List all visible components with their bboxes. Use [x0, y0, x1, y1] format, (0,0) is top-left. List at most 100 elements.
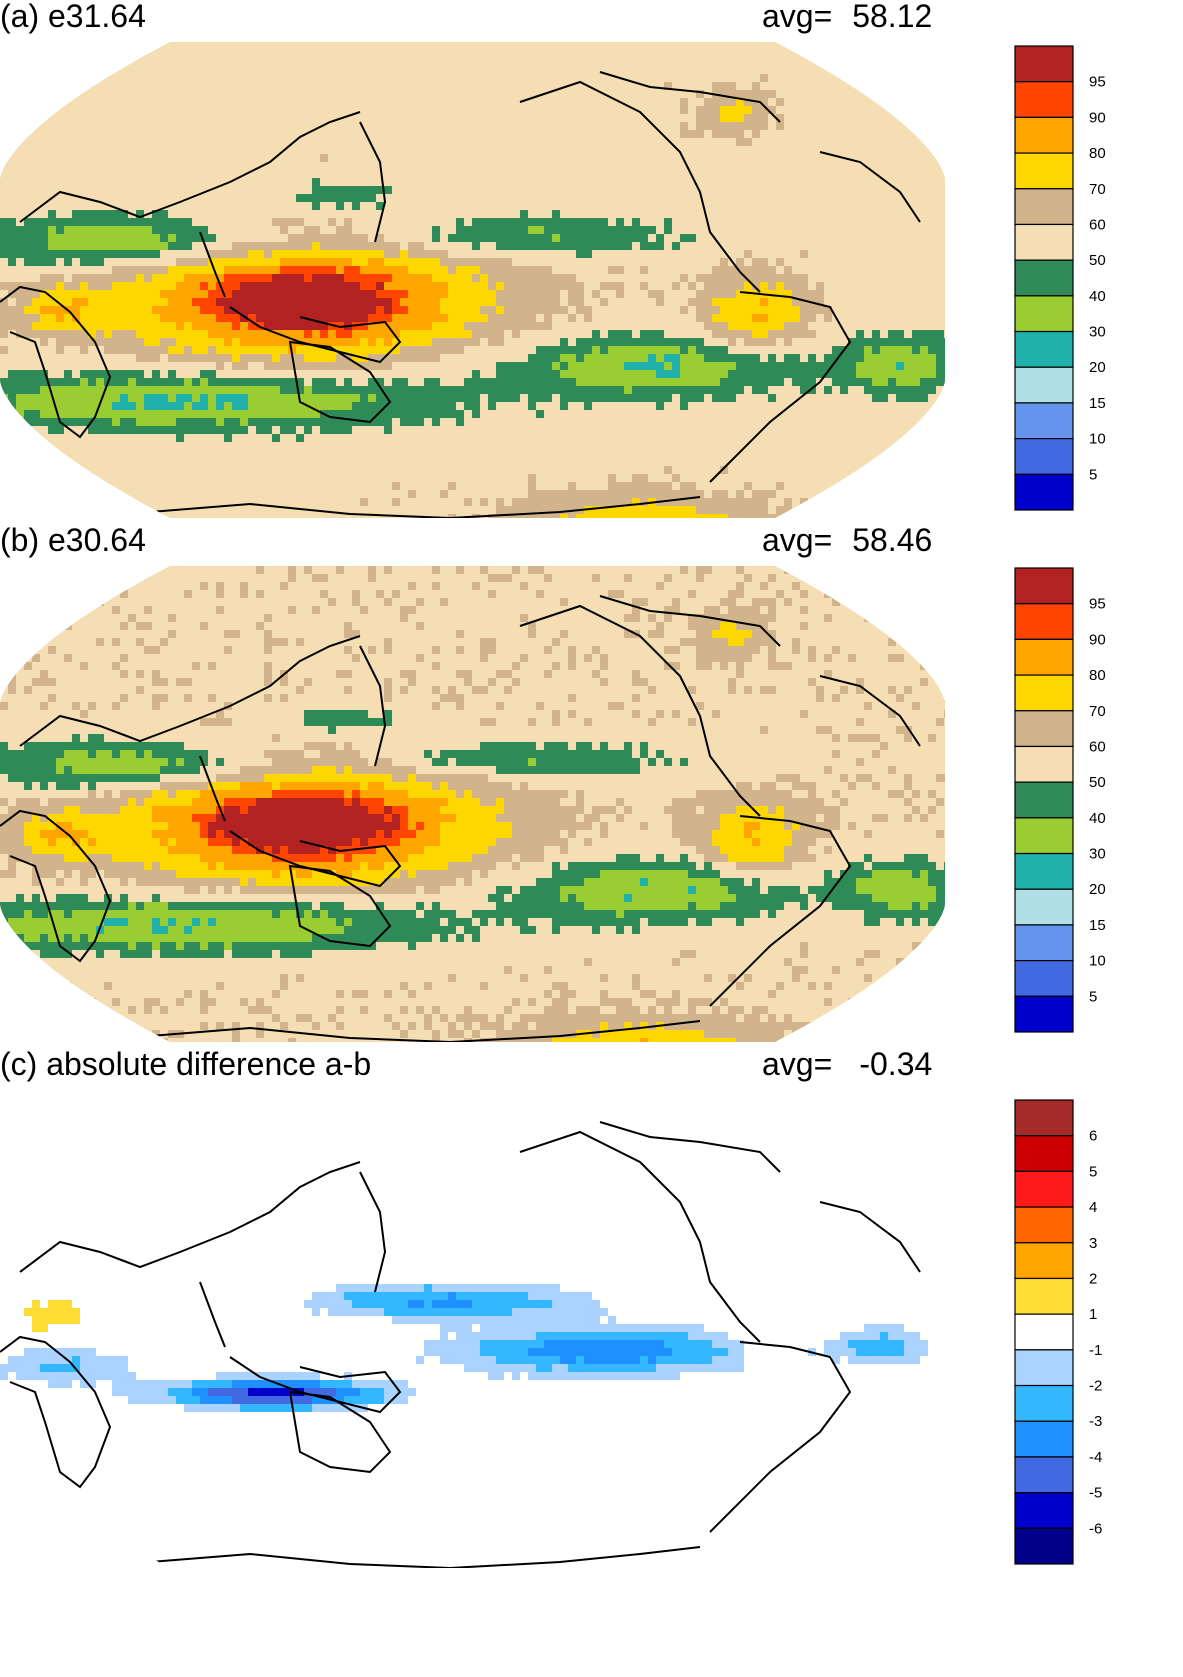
grid-cell	[8, 170, 16, 178]
grid-cell	[232, 354, 240, 362]
grid-cell	[440, 218, 448, 226]
grid-cell	[888, 114, 896, 122]
grid-cell	[32, 82, 40, 90]
grid-cell	[472, 82, 480, 90]
grid-cell	[360, 74, 368, 82]
grid-cell	[560, 106, 568, 114]
grid-cell	[928, 50, 936, 58]
grid-cell	[872, 130, 880, 138]
grid-cell	[760, 90, 768, 98]
grid-cell	[512, 90, 520, 98]
grid-cell	[376, 282, 384, 290]
grid-cell	[928, 210, 936, 218]
grid-cell	[928, 258, 936, 266]
grid-cell	[688, 154, 696, 162]
grid-cell	[920, 82, 928, 90]
grid-cell	[568, 370, 576, 378]
grid-cell	[392, 98, 400, 106]
grid-cell	[200, 362, 208, 370]
grid-cell	[344, 370, 352, 378]
grid-cell	[8, 362, 16, 370]
grid-cell	[232, 146, 240, 154]
grid-cell	[288, 90, 296, 98]
grid-cell	[680, 322, 688, 330]
grid-cell	[728, 314, 736, 322]
grid-cell	[872, 354, 880, 362]
grid-cell	[304, 90, 312, 98]
grid-cell	[192, 98, 200, 106]
grid-cell	[536, 178, 544, 186]
grid-cell	[288, 146, 296, 154]
grid-cell	[16, 226, 24, 234]
grid-cell	[592, 346, 600, 354]
grid-cell	[912, 58, 920, 66]
grid-cell	[888, 306, 896, 314]
grid-cell	[16, 362, 24, 370]
grid-cell	[552, 274, 560, 282]
grid-cell	[720, 122, 728, 130]
grid-cell	[472, 298, 480, 306]
grid-cell	[424, 50, 432, 58]
grid-cell	[232, 202, 240, 210]
grid-cell	[328, 130, 336, 138]
grid-cell	[448, 290, 456, 298]
grid-cell	[704, 338, 712, 346]
grid-cell	[16, 130, 24, 138]
grid-cell	[840, 210, 848, 218]
grid-cell	[216, 218, 224, 226]
grid-cell	[464, 314, 472, 322]
grid-cell	[760, 274, 768, 282]
grid-cell	[456, 170, 464, 178]
grid-cell	[624, 58, 632, 66]
grid-cell	[792, 114, 800, 122]
grid-cell	[840, 314, 848, 322]
grid-cell	[520, 202, 528, 210]
grid-cell	[432, 290, 440, 298]
grid-cell	[296, 226, 304, 234]
grid-cell	[504, 266, 512, 274]
grid-cell	[720, 242, 728, 250]
grid-cell	[200, 266, 208, 274]
grid-cell	[616, 170, 624, 178]
grid-cell	[584, 258, 592, 266]
grid-cell	[32, 162, 40, 170]
grid-cell	[600, 322, 608, 330]
grid-cell	[64, 338, 72, 346]
grid-cell	[128, 354, 136, 362]
grid-cell	[872, 122, 880, 130]
grid-cell	[224, 114, 232, 122]
grid-cell	[96, 306, 104, 314]
grid-cell	[712, 330, 720, 338]
grid-cell	[304, 290, 312, 298]
grid-cell	[336, 138, 344, 146]
grid-cell	[408, 218, 416, 226]
grid-cell	[320, 42, 328, 50]
grid-cell	[744, 274, 752, 282]
grid-cell	[192, 42, 200, 50]
grid-cell	[8, 258, 16, 266]
grid-cell	[856, 106, 864, 114]
grid-cell	[120, 82, 128, 90]
grid-cell	[888, 210, 896, 218]
grid-cell	[840, 330, 848, 338]
grid-cell	[24, 242, 32, 250]
grid-cell	[272, 50, 280, 58]
grid-cell	[16, 170, 24, 178]
grid-cell	[912, 290, 920, 298]
grid-cell	[432, 98, 440, 106]
grid-cell	[784, 298, 792, 306]
grid-cell	[352, 250, 360, 258]
grid-cell	[8, 306, 16, 314]
grid-cell	[752, 122, 760, 130]
grid-cell	[464, 50, 472, 58]
grid-cell	[256, 202, 264, 210]
grid-cell	[456, 202, 464, 210]
grid-cell	[48, 282, 56, 290]
grid-cell	[856, 162, 864, 170]
grid-cell	[392, 306, 400, 314]
grid-cell	[344, 274, 352, 282]
grid-cell	[576, 178, 584, 186]
grid-cell	[400, 154, 408, 162]
grid-cell	[656, 210, 664, 218]
grid-cell	[392, 130, 400, 138]
